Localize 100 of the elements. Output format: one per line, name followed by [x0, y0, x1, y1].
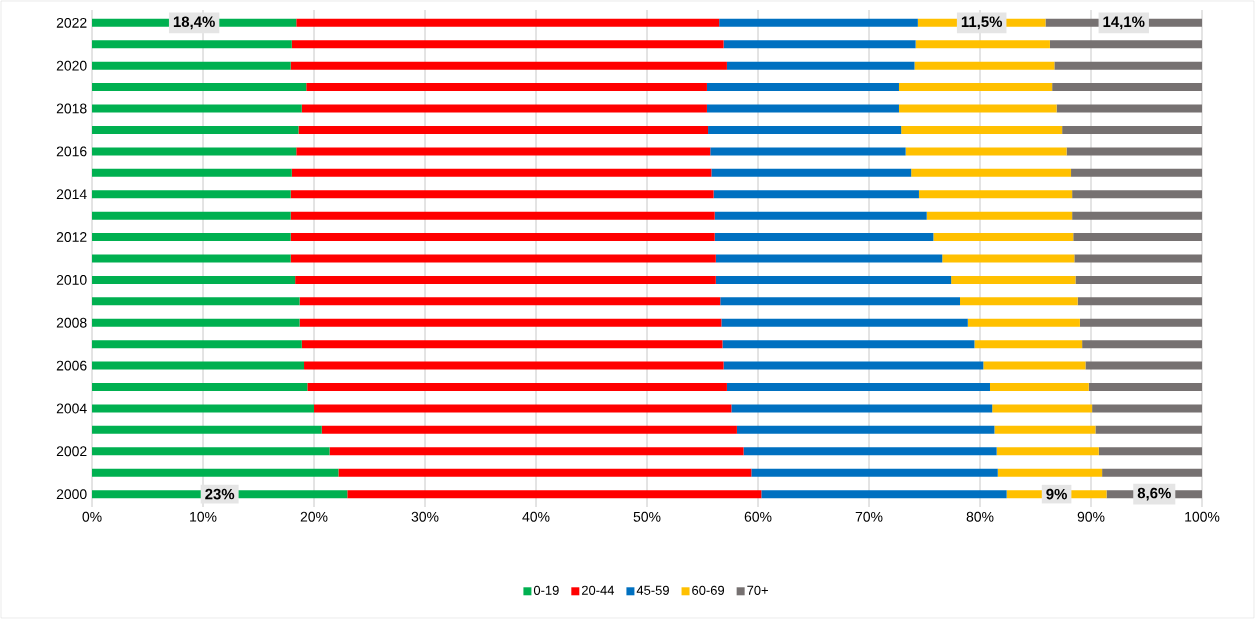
bar — [290, 254, 716, 263]
bar — [751, 468, 998, 477]
bar — [706, 104, 899, 113]
bar — [1056, 104, 1202, 113]
bar — [92, 340, 302, 349]
bar — [299, 297, 721, 306]
bar — [290, 211, 715, 220]
bar — [926, 211, 1073, 220]
bar — [720, 297, 961, 306]
y-tick-label: 2020 — [56, 60, 87, 71]
bar — [1062, 125, 1202, 134]
bar — [997, 468, 1103, 477]
bar — [1085, 361, 1202, 370]
bar — [92, 425, 322, 434]
bar — [967, 318, 1080, 327]
bar — [761, 490, 1007, 499]
bar — [1074, 254, 1202, 263]
legend-label: 45-59 — [636, 585, 669, 595]
x-tick-label: 60% — [744, 511, 772, 522]
y-tick-label: 2000 — [56, 489, 87, 500]
x-tick-label: 70% — [855, 511, 883, 522]
x-tick-label: 80% — [966, 511, 994, 522]
bar — [301, 340, 723, 349]
x-tick-label: 20% — [300, 511, 328, 522]
data-label: 14,1% — [1103, 16, 1145, 30]
bar — [92, 147, 297, 156]
bar — [719, 18, 918, 27]
bar — [291, 40, 724, 49]
y-tick-label: 2014 — [56, 189, 87, 200]
bar — [983, 361, 1086, 370]
bar — [918, 190, 1073, 199]
bar — [711, 168, 912, 177]
bar — [1082, 340, 1202, 349]
bar — [1079, 318, 1202, 327]
bar — [723, 40, 916, 49]
bar — [996, 447, 1099, 456]
x-tick-label: 90% — [1077, 511, 1105, 522]
bar — [994, 425, 1096, 434]
bar — [723, 361, 984, 370]
bar — [960, 297, 1078, 306]
bar — [1066, 147, 1202, 156]
data-label: 18,4% — [173, 16, 215, 30]
bar — [92, 190, 291, 199]
bar — [1088, 383, 1202, 392]
bar — [989, 383, 1089, 392]
bar — [898, 83, 1053, 92]
bar — [905, 147, 1067, 156]
bar — [731, 404, 993, 413]
bar — [951, 275, 1076, 284]
bar — [974, 340, 1083, 349]
bar — [296, 18, 720, 27]
bar — [295, 275, 716, 284]
bar — [301, 104, 707, 113]
bar — [92, 383, 308, 392]
bar — [710, 147, 906, 156]
bar — [901, 125, 1063, 134]
bar — [92, 361, 305, 370]
bar — [92, 104, 302, 113]
bar — [715, 275, 952, 284]
legend-label: 0-19 — [533, 585, 559, 595]
bar — [92, 275, 296, 284]
bar — [722, 340, 975, 349]
x-tick-label: 30% — [411, 511, 439, 522]
x-tick-label: 10% — [190, 511, 217, 522]
bar — [304, 361, 724, 370]
bar — [92, 211, 291, 220]
y-tick-label: 2006 — [56, 360, 87, 371]
bar — [1049, 40, 1202, 49]
bar — [92, 404, 315, 413]
bar — [1098, 447, 1202, 456]
bar — [338, 468, 752, 477]
bar — [92, 318, 300, 327]
bar — [347, 490, 762, 499]
x-tick-label: 40% — [522, 511, 550, 522]
bar — [736, 425, 995, 434]
bar — [915, 40, 1050, 49]
bar — [1052, 83, 1202, 92]
bar — [329, 447, 744, 456]
y-tick-label: 2022 — [56, 17, 87, 28]
bar — [1092, 404, 1202, 413]
bar — [914, 61, 1055, 70]
data-label: 8,6% — [1137, 487, 1171, 501]
x-tick-label: 50% — [633, 511, 661, 522]
bar — [1075, 275, 1202, 284]
bar — [1072, 211, 1202, 220]
y-tick-label: 2008 — [56, 317, 87, 328]
x-tick-label: 100% — [1185, 511, 1220, 522]
x-tick-label: 0% — [82, 511, 102, 522]
y-tick-label: 2010 — [56, 274, 87, 285]
bar — [1095, 425, 1202, 434]
y-tick-label: 2002 — [56, 446, 87, 457]
bar — [992, 404, 1093, 413]
bar — [911, 168, 1072, 177]
bar — [92, 233, 291, 242]
bar — [721, 318, 968, 327]
y-tick-label: 2016 — [56, 146, 87, 157]
bar — [299, 318, 722, 327]
data-label: 23% — [205, 488, 235, 500]
bar — [92, 83, 307, 92]
bar — [291, 168, 712, 177]
